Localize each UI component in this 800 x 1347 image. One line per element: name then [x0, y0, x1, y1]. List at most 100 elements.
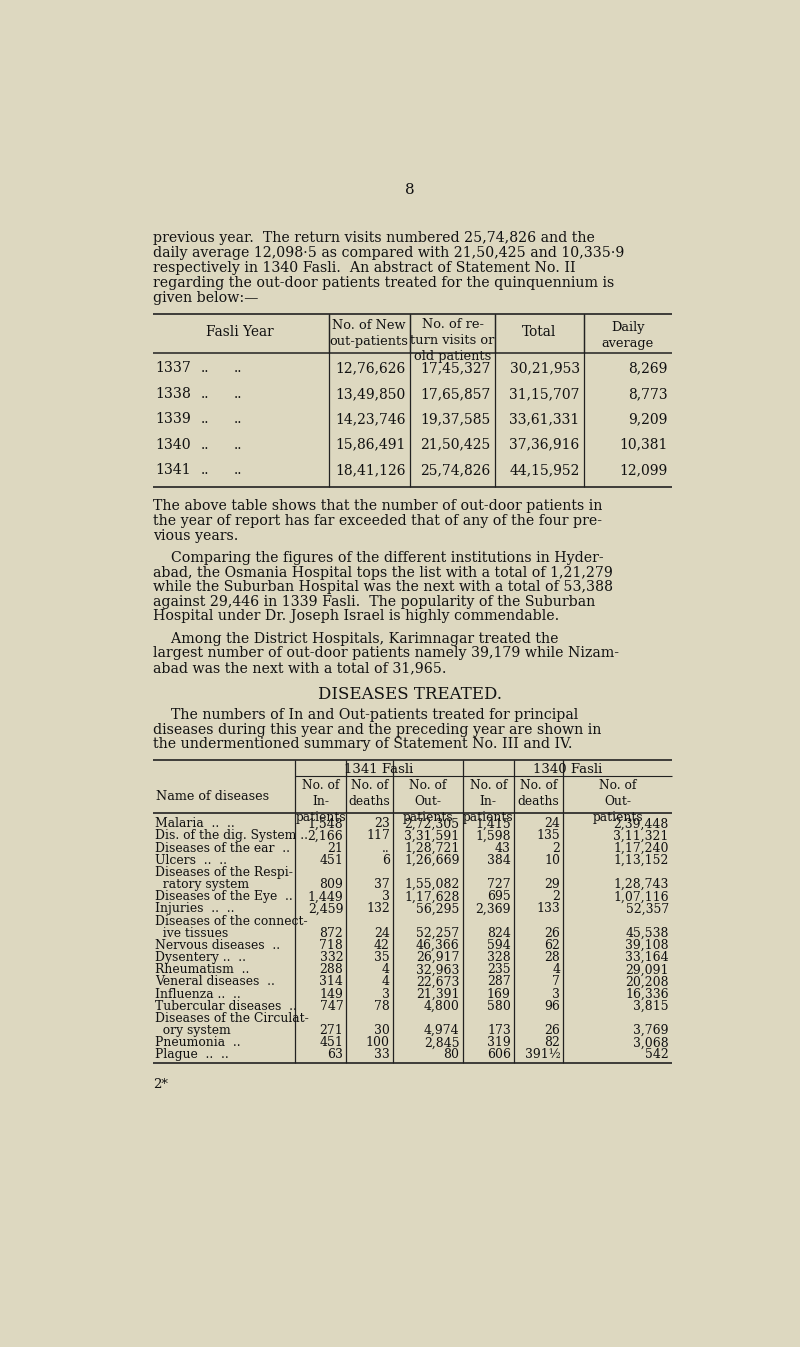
Text: Name of diseases: Name of diseases — [156, 789, 269, 803]
Text: 2,72,305: 2,72,305 — [405, 818, 459, 830]
Text: 542: 542 — [645, 1048, 669, 1061]
Text: Tubercular diseases  ..: Tubercular diseases .. — [155, 999, 297, 1013]
Text: The above table shows that the number of out-door patients in: The above table shows that the number of… — [153, 500, 602, 513]
Text: 14,23,746: 14,23,746 — [335, 412, 406, 426]
Text: 21,391: 21,391 — [416, 987, 459, 1001]
Text: No. of
deaths: No. of deaths — [518, 779, 559, 808]
Text: 21,50,425: 21,50,425 — [420, 438, 490, 451]
Text: 1341: 1341 — [156, 463, 191, 477]
Text: No. of
In-
patients: No. of In- patients — [295, 779, 346, 824]
Text: Influenza ..  ..: Influenza .. .. — [155, 987, 241, 1001]
Text: ..: .. — [201, 387, 210, 401]
Text: ..: .. — [201, 438, 210, 451]
Text: 594: 594 — [487, 939, 510, 952]
Text: 33: 33 — [374, 1048, 390, 1061]
Text: 46,366: 46,366 — [416, 939, 459, 952]
Text: Diseases of the connect-: Diseases of the connect- — [155, 915, 308, 928]
Text: 1,07,116: 1,07,116 — [614, 890, 669, 904]
Text: 173: 173 — [487, 1024, 510, 1037]
Text: 56,295: 56,295 — [416, 902, 459, 916]
Text: 288: 288 — [319, 963, 343, 977]
Text: 1339: 1339 — [156, 412, 192, 426]
Text: 2,369: 2,369 — [475, 902, 510, 916]
Text: the undermentioned summary of Statement No. III and IV.: the undermentioned summary of Statement … — [153, 737, 572, 752]
Text: 3,815: 3,815 — [634, 999, 669, 1013]
Text: Nervous diseases  ..: Nervous diseases .. — [155, 939, 280, 952]
Text: Rheumatism  ..: Rheumatism .. — [155, 963, 250, 977]
Text: 17,45,327: 17,45,327 — [420, 361, 490, 376]
Text: 23: 23 — [374, 818, 390, 830]
Text: No. of New
out-patients: No. of New out-patients — [330, 319, 408, 348]
Text: 39,108: 39,108 — [626, 939, 669, 952]
Text: 10,381: 10,381 — [619, 438, 667, 451]
Text: 8,269: 8,269 — [628, 361, 667, 376]
Text: 287: 287 — [487, 975, 510, 989]
Text: 20,208: 20,208 — [626, 975, 669, 989]
Text: 4,800: 4,800 — [424, 999, 459, 1013]
Text: Veneral diseases  ..: Veneral diseases .. — [155, 975, 275, 989]
Text: 44,15,952: 44,15,952 — [510, 463, 580, 477]
Text: Total: Total — [522, 325, 557, 339]
Text: 32,963: 32,963 — [416, 963, 459, 977]
Text: 3,068: 3,068 — [633, 1036, 669, 1049]
Text: 15,86,491: 15,86,491 — [335, 438, 406, 451]
Text: Plague  ..  ..: Plague .. .. — [155, 1048, 229, 1061]
Text: 1,55,082: 1,55,082 — [404, 878, 459, 892]
Text: 25,74,826: 25,74,826 — [420, 463, 490, 477]
Text: 8: 8 — [405, 183, 415, 197]
Text: 2: 2 — [553, 890, 560, 904]
Text: 3,11,321: 3,11,321 — [614, 830, 669, 842]
Text: Diseases of the Circulat-: Diseases of the Circulat- — [155, 1012, 309, 1025]
Text: 1,17,240: 1,17,240 — [614, 842, 669, 854]
Text: No. of
In-
patients: No. of In- patients — [463, 779, 514, 824]
Text: 2: 2 — [553, 842, 560, 854]
Text: 3,769: 3,769 — [634, 1024, 669, 1037]
Text: 451: 451 — [319, 854, 343, 866]
Text: 9,209: 9,209 — [628, 412, 667, 426]
Text: 31,15,707: 31,15,707 — [510, 387, 580, 401]
Text: 35: 35 — [374, 951, 390, 964]
Text: Among the District Hospitals, Karimnagar treated the: Among the District Hospitals, Karimnagar… — [153, 632, 558, 645]
Text: 1,449: 1,449 — [308, 890, 343, 904]
Text: ..: .. — [234, 387, 242, 401]
Text: 33,164: 33,164 — [626, 951, 669, 964]
Text: 117: 117 — [366, 830, 390, 842]
Text: diseases during this year and the preceding year are shown in: diseases during this year and the preced… — [153, 722, 601, 737]
Text: 29,091: 29,091 — [626, 963, 669, 977]
Text: 4: 4 — [382, 963, 390, 977]
Text: 2,39,448: 2,39,448 — [614, 818, 669, 830]
Text: Comparing the figures of the different institutions in Hyder-: Comparing the figures of the different i… — [153, 551, 603, 564]
Text: 332: 332 — [320, 951, 343, 964]
Text: 451: 451 — [319, 1036, 343, 1049]
Text: Daily
average: Daily average — [602, 322, 654, 350]
Text: 314: 314 — [319, 975, 343, 989]
Text: No. of
Out-
patients: No. of Out- patients — [592, 779, 643, 824]
Text: Dysentery ..  ..: Dysentery .. .. — [155, 951, 246, 964]
Text: 747: 747 — [320, 999, 343, 1013]
Text: Hospital under Dr. Joseph Israel is highly commendable.: Hospital under Dr. Joseph Israel is high… — [153, 609, 559, 624]
Text: 872: 872 — [320, 927, 343, 940]
Text: respectively in 1340 Fasli.  An abstract of Statement No. II: respectively in 1340 Fasli. An abstract … — [153, 261, 575, 275]
Text: DISEASES TREATED.: DISEASES TREATED. — [318, 687, 502, 703]
Text: 1340 Fasli: 1340 Fasli — [533, 764, 602, 776]
Text: 695: 695 — [487, 890, 510, 904]
Text: 1,415: 1,415 — [475, 818, 510, 830]
Text: No. of
deaths: No. of deaths — [349, 779, 390, 808]
Text: 3,31,591: 3,31,591 — [404, 830, 459, 842]
Text: Injuries  ..  ..: Injuries .. .. — [155, 902, 234, 916]
Text: 10: 10 — [544, 854, 560, 866]
Text: 606: 606 — [486, 1048, 510, 1061]
Text: 169: 169 — [487, 987, 510, 1001]
Text: 271: 271 — [320, 1024, 343, 1037]
Text: 17,65,857: 17,65,857 — [420, 387, 490, 401]
Text: No. of
Out-
patients: No. of Out- patients — [402, 779, 453, 824]
Text: 1,28,743: 1,28,743 — [614, 878, 669, 892]
Text: ..: .. — [382, 842, 390, 854]
Text: 12,099: 12,099 — [619, 463, 667, 477]
Text: 132: 132 — [366, 902, 390, 916]
Text: 28: 28 — [545, 951, 560, 964]
Text: ory system: ory system — [155, 1024, 230, 1037]
Text: 133: 133 — [537, 902, 560, 916]
Text: Dis. of the dig. System ..: Dis. of the dig. System .. — [155, 830, 308, 842]
Text: 1337: 1337 — [156, 361, 192, 376]
